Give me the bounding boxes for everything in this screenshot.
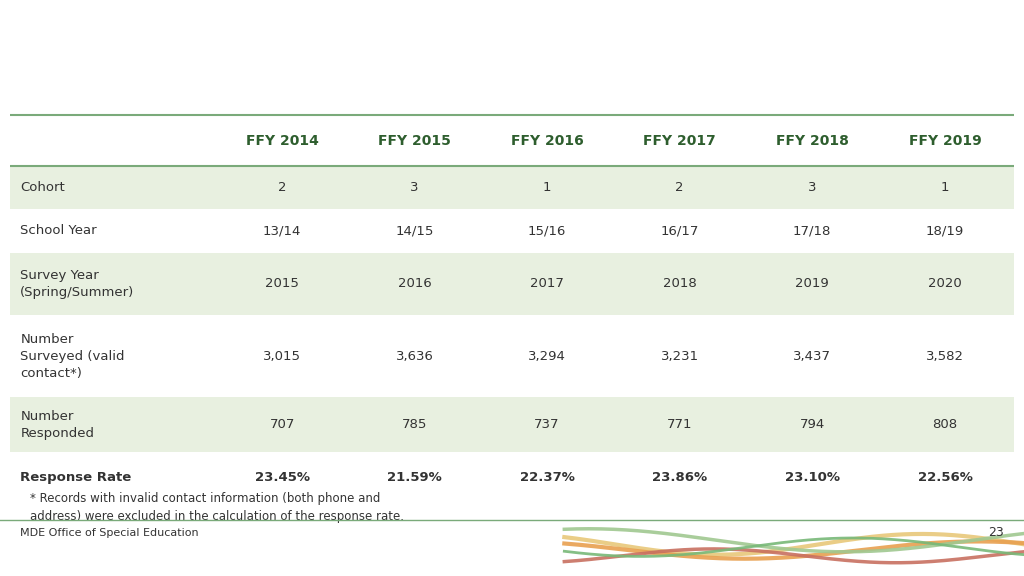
Text: 785: 785 [402, 418, 427, 431]
Text: Cohort: Cohort [20, 181, 66, 194]
Bar [10, 252, 1014, 315]
Text: 14/15: 14/15 [395, 225, 434, 237]
Text: Response Rate Across Years: Response Rate Across Years [31, 33, 578, 71]
Text: 1: 1 [543, 181, 551, 194]
Text: FFY 2015: FFY 2015 [378, 134, 452, 148]
Text: Response Rate: Response Rate [20, 471, 131, 484]
Text: 2019: 2019 [796, 278, 828, 290]
Text: 3: 3 [808, 181, 816, 194]
Text: FFY 2018: FFY 2018 [775, 134, 849, 148]
Bar [10, 315, 1014, 397]
Text: 707: 707 [269, 418, 295, 431]
Text: 21.59%: 21.59% [387, 471, 442, 484]
Bar [10, 166, 1014, 210]
Text: 1: 1 [941, 181, 949, 194]
Text: Survey Year
(Spring/Summer): Survey Year (Spring/Summer) [20, 269, 134, 299]
Bar [10, 397, 1014, 452]
Text: 3,582: 3,582 [926, 350, 964, 363]
Text: 3,294: 3,294 [528, 350, 566, 363]
Text: 17/18: 17/18 [793, 225, 831, 237]
Text: 794: 794 [800, 418, 824, 431]
Text: 3,231: 3,231 [660, 350, 698, 363]
Text: 2015: 2015 [265, 278, 299, 290]
Text: 808: 808 [933, 418, 957, 431]
Text: FFY 2016: FFY 2016 [511, 134, 584, 148]
Text: School Year: School Year [20, 225, 97, 237]
Text: 3: 3 [411, 181, 419, 194]
Bar [10, 210, 1014, 252]
Text: 771: 771 [667, 418, 692, 431]
Text: FFY 2017: FFY 2017 [643, 134, 716, 148]
Text: 13/14: 13/14 [263, 225, 301, 237]
Text: Number
Responded: Number Responded [20, 410, 94, 440]
Text: 3,636: 3,636 [395, 350, 433, 363]
Text: 2018: 2018 [663, 278, 696, 290]
Text: 23.10%: 23.10% [784, 471, 840, 484]
Text: 737: 737 [535, 418, 560, 431]
Text: Number
Surveyed (valid
contact*): Number Surveyed (valid contact*) [20, 333, 125, 380]
Text: 3,015: 3,015 [263, 350, 301, 363]
Text: 2016: 2016 [397, 278, 431, 290]
Text: FFY 2019: FFY 2019 [908, 134, 981, 148]
Text: 23: 23 [988, 526, 1004, 539]
Text: 2017: 2017 [530, 278, 564, 290]
Text: FFY 2014: FFY 2014 [246, 134, 318, 148]
Text: 23.45%: 23.45% [255, 471, 309, 484]
Text: 2: 2 [278, 181, 287, 194]
Text: 16/17: 16/17 [660, 225, 698, 237]
Text: 2: 2 [676, 181, 684, 194]
Text: 3,437: 3,437 [793, 350, 831, 363]
Text: 22.37%: 22.37% [520, 471, 574, 484]
Bar [10, 452, 1014, 503]
Text: 23.86%: 23.86% [652, 471, 708, 484]
Text: 2020: 2020 [928, 278, 962, 290]
Text: MDE Office of Special Education: MDE Office of Special Education [20, 528, 199, 538]
Text: 22.56%: 22.56% [918, 471, 973, 484]
Text: 18/19: 18/19 [926, 225, 965, 237]
Text: 15/16: 15/16 [528, 225, 566, 237]
Text: * Records with invalid contact information (both phone and
address) were exclude: * Records with invalid contact informati… [31, 492, 404, 523]
Bar [10, 115, 1014, 166]
